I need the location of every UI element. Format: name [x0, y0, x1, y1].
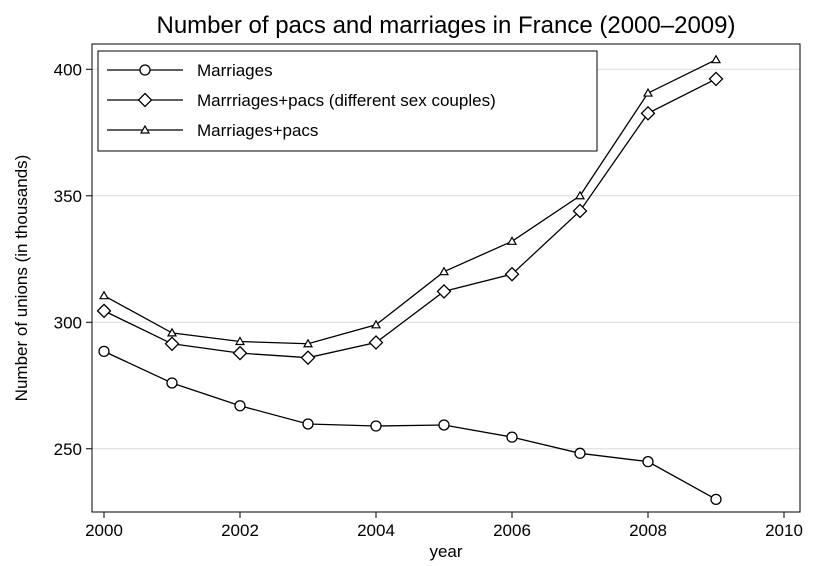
y-tick-label-350: 350 [54, 187, 82, 206]
x-tick-label-2006: 2006 [493, 521, 531, 540]
point-marriages-pacs-2004 [370, 319, 382, 329]
y-axis-label: Number of unions (in thousands) [12, 155, 31, 402]
point-marrriages-pacs-different-sex-couples-2005 [436, 283, 452, 299]
legend-label-marriages: Marriages [197, 61, 273, 80]
legend-label-marrriages-pacs-different-sex-couples: Marrriages+pacs (different sex couples) [197, 91, 496, 110]
series-line-marrriages-pacs-different-sex-couples [103, 78, 717, 359]
legend-box [97, 50, 598, 152]
series-layer [96, 54, 724, 506]
point-marriages-pacs-2009 [710, 54, 722, 64]
point-marriages-2000 [98, 345, 110, 358]
point-marrriages-pacs-different-sex-couples-2002 [232, 345, 248, 361]
point-marrriages-pacs-different-sex-couples-2004 [368, 335, 384, 350]
legend: Marriages Marrriages+pacs (different sex … [97, 50, 598, 152]
point-marriages-pacs-2008 [642, 87, 654, 97]
point-marriages-pacs-2006 [506, 236, 518, 245]
point-marriages-pacs-2005 [438, 266, 450, 276]
point-marriages-2006 [506, 431, 518, 443]
point-marrriages-pacs-different-sex-couples-2006 [504, 266, 520, 282]
legend-label-marriages-pacs: Marriages+pacs [197, 121, 318, 140]
point-marriages-2008 [642, 456, 654, 468]
series-marrriages-pacs-different-sex-couples [96, 71, 724, 366]
point-marriages-pacs-2003 [302, 338, 314, 348]
series-line-marriages-pacs [103, 59, 717, 345]
point-marrriages-pacs-different-sex-couples-2007 [572, 203, 588, 219]
x-tick-label-2008: 2008 [629, 521, 667, 540]
y-tick-label-250: 250 [54, 440, 82, 459]
point-marrriages-pacs-different-sex-couples-2008 [640, 105, 656, 121]
plot-frame [91, 43, 801, 513]
point-marriages-pacs-2000 [98, 290, 110, 300]
y-tick-label-400: 400 [54, 60, 82, 79]
point-marrriages-pacs-different-sex-couples-2009 [708, 71, 724, 87]
legend-marker-marriages [139, 64, 151, 76]
x-tick-label-2010: 2010 [765, 521, 803, 540]
point-marriages-2002 [234, 400, 246, 412]
x-axis: 2000 2002 2004 2006 2008 2010 [85, 512, 803, 540]
chart-title: Number of pacs and marriages in France (… [157, 12, 736, 39]
point-marriages-2001 [166, 377, 178, 389]
series-line-marriages [103, 350, 717, 500]
point-marrriages-pacs-different-sex-couples-2003 [300, 350, 316, 366]
point-marriages-2007 [574, 447, 586, 459]
point-marriages-pacs-2002 [234, 336, 246, 346]
series-marriages [98, 345, 722, 506]
point-marriages-2005 [438, 419, 450, 431]
y-axis: 250 300 350 400 [54, 60, 92, 459]
point-marriages-pacs-2001 [166, 327, 178, 337]
legend-marker-marriages-pacs [139, 124, 151, 134]
point-marriages-2003 [302, 418, 314, 430]
point-marrriages-pacs-different-sex-couples-2001 [164, 336, 180, 352]
point-marrriages-pacs-different-sex-couples-2000 [96, 303, 112, 319]
series-marriages-pacs [98, 54, 722, 348]
point-marriages-2009 [710, 493, 722, 506]
x-tick-label-2002: 2002 [221, 521, 259, 540]
x-tick-label-2000: 2000 [85, 521, 123, 540]
point-marriages-pacs-2007 [574, 190, 586, 200]
x-axis-label: year [429, 542, 462, 561]
y-tick-label-300: 300 [54, 313, 82, 332]
x-tick-label-2004: 2004 [357, 521, 395, 540]
point-marriages-2004 [370, 420, 382, 432]
legend-marker-marrriages-pacs-different-sex-couples [137, 92, 153, 108]
